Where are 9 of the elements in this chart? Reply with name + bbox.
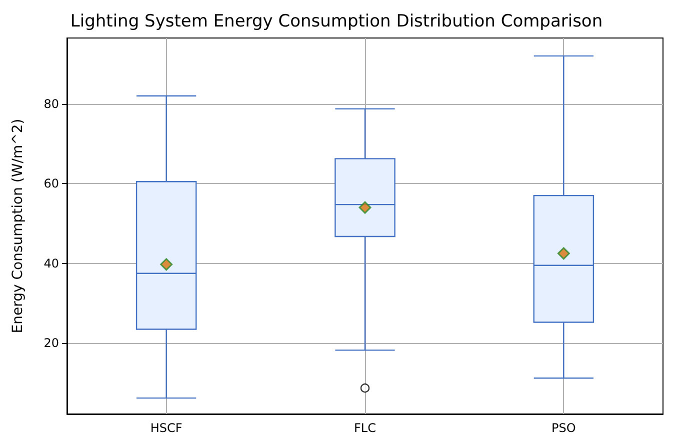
chart-title: Lighting System Energy Consumption Distribution Comparison bbox=[70, 12, 603, 32]
x-tick-label: PSO bbox=[552, 421, 576, 435]
y-tick-label: 40 bbox=[44, 256, 59, 270]
y-axis-title: Energy Consumption (W/m^2) bbox=[10, 118, 26, 334]
y-tick-label: 60 bbox=[44, 176, 59, 191]
y-tick-label: 20 bbox=[44, 336, 59, 350]
y-tick-label: 80 bbox=[44, 96, 59, 111]
x-tick-label: FLC bbox=[354, 421, 376, 435]
x-tick-label: HSCF bbox=[150, 421, 182, 435]
